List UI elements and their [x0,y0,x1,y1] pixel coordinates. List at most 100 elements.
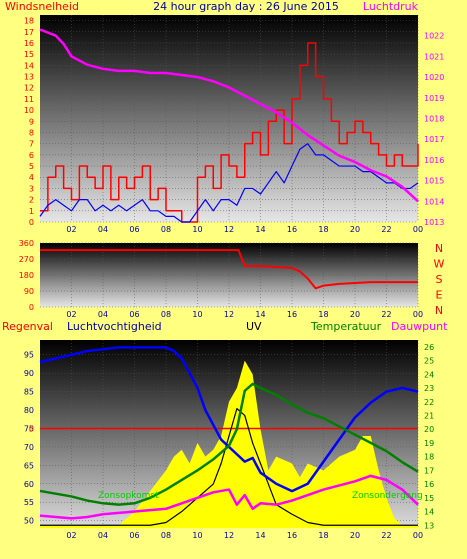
page-title: 24 hour graph day : 26 June 2015 [153,0,339,13]
temp-x-tick-label: 00 [413,531,423,540]
wind-y-tick-label: 0 [29,218,34,227]
temperature-y-tick-label: 16 [424,480,434,489]
wind-average-line [39,143,419,223]
direction-y-tick-label: 0 [29,303,34,312]
temp-x-tick-label: 04 [98,531,108,540]
wind-gust-line [40,42,419,223]
temp-x-tick-label: 06 [129,531,139,540]
humidity-y-tick-label: 85 [24,388,34,397]
direction-y-tick-label: 270 [19,255,34,264]
direction-x-tick-label: 20 [350,310,360,319]
uv-line [40,408,418,526]
direction-x-tick-label: 00 [413,310,423,319]
temperature-y-tick-label: 26 [424,343,434,352]
direction-x-tick-label: 08 [161,310,171,319]
humidity-y-tick-label: 75 [24,424,34,433]
direction-x-tick-label: 06 [129,310,139,319]
wind-speed-title: Windsnelheid [5,0,79,13]
temp-x-tick-label: 16 [287,531,297,540]
wind-y-tick-label: 13 [24,73,34,82]
wind-x-tick-label: 08 [161,225,171,234]
wind-y-tick-label: 16 [24,39,34,48]
compass-label: S [436,273,443,286]
wind-y-tick-label: 14 [24,61,34,70]
humidity-y-tick-label: 55 [24,498,34,507]
temp-x-tick-label: 08 [161,531,171,540]
wind-y-tick-label: 6 [29,151,34,160]
wind-x-tick-label: 10 [192,225,202,234]
pressure-y-tick-label: 1017 [424,135,444,144]
pressure-title: Luchtdruk [363,0,419,13]
wind-x-tick-label: 14 [255,225,265,234]
temperature-y-tick-label: 18 [424,453,434,462]
temperature-y-tick-label: 21 [424,411,434,420]
wind-x-tick-label: 22 [381,225,391,234]
temperature-y-tick-label: 19 [424,439,434,448]
wind-x-tick-label: 02 [66,225,76,234]
temperature-y-tick-label: 17 [424,466,434,475]
temperature-y-tick-label: 25 [424,357,434,366]
direction-x-tick-label: 04 [98,310,108,319]
pressure-y-tick-label: 1014 [424,197,444,206]
temperature-y-tick-label: 14 [424,508,434,517]
direction-x-tick-label: 22 [381,310,391,319]
wind-y-tick-label: 11 [24,95,34,104]
temperature-y-tick-label: 20 [424,425,434,434]
wind-y-tick-label: 2 [29,196,34,205]
wind-x-tick-label: 06 [129,225,139,234]
wind-x-tick-label: 20 [350,225,360,234]
direction-y-tick-label: 180 [19,271,34,280]
uv-legend: UV [246,320,262,333]
humidity-legend: Luchtvochtigheid [67,320,162,333]
pressure-y-tick-label: 1022 [424,32,444,41]
temp-x-tick-label: 14 [255,531,265,540]
direction-y-tick-label: 360 [19,239,34,248]
series-layer [39,28,419,528]
humidity-y-tick-label: 65 [24,461,34,470]
temp-x-tick-label: 02 [66,531,76,540]
pressure-y-tick-label: 1013 [424,218,444,227]
temp-x-tick-label: 12 [224,531,234,540]
temperature-y-tick-label: 22 [424,398,434,407]
wind-x-tick-label: 16 [287,225,297,234]
direction-x-tick-label: 12 [224,310,234,319]
wind-y-tick-label: 7 [29,140,34,149]
direction-x-tick-label: 14 [255,310,265,319]
wind-y-tick-label: 9 [29,117,34,126]
temp-x-tick-label: 18 [318,531,328,540]
pressure-y-tick-label: 1020 [424,73,444,82]
temperature-y-tick-label: 24 [424,370,434,379]
humidity-y-tick-label: 90 [24,369,34,378]
sunset-label: Zonsondergang [352,491,423,501]
direction-y-tick-label: 90 [24,287,34,296]
pressure-y-tick-label: 1016 [424,156,444,165]
temperature-y-tick-label: 23 [424,384,434,393]
wind-y-tick-label: 18 [24,17,34,26]
humidity-y-tick-label: 80 [24,406,34,415]
wind-y-tick-label: 10 [24,106,34,115]
wind-x-tick-label: 12 [224,225,234,234]
humidity-y-tick-label: 60 [24,480,34,489]
humidity-y-tick-label: 95 [24,351,34,360]
temperature-line [39,382,419,506]
pressure-line [39,28,419,203]
wind-y-tick-label: 4 [29,173,34,182]
sunrise-label: Zonsopkomst [98,491,159,501]
wind-y-tick-label: 12 [24,84,34,93]
temp-x-tick-label: 10 [192,531,202,540]
temperature-y-tick-label: 13 [424,521,434,530]
direction-x-tick-label: 10 [192,310,202,319]
temperature-y-tick-label: 15 [424,494,434,503]
compass-label: N [435,242,443,255]
wind-y-tick-label: 5 [29,162,34,171]
dewpoint-line [39,474,419,520]
pressure-y-tick-label: 1019 [424,94,444,103]
wind-direction-line [40,249,418,290]
temp-x-tick-label: 20 [350,531,360,540]
humidity-y-tick-label: 50 [24,517,34,526]
wind-x-tick-label: 00 [413,225,423,234]
humidity-line [39,346,419,493]
direction-x-tick-label: 18 [318,310,328,319]
